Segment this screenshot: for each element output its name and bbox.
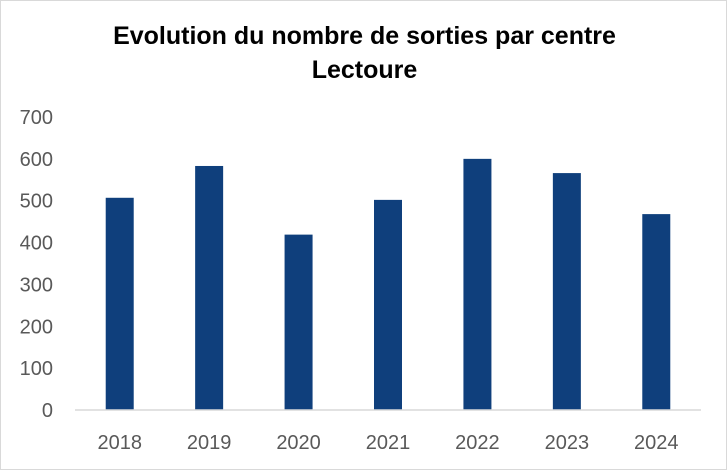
- y-tick-label: 400: [20, 233, 53, 255]
- x-tick-label: 2022: [455, 432, 500, 454]
- x-tick-label: 2018: [97, 432, 142, 454]
- y-tick-label: 700: [20, 107, 53, 129]
- y-tick-label: 500: [20, 191, 53, 213]
- y-tick-label: 0: [42, 400, 53, 422]
- y-tick-label: 100: [20, 358, 53, 380]
- bar-2022: [463, 158, 492, 410]
- chart-subtitle: Lectoure: [311, 56, 418, 84]
- bar-2023: [552, 173, 581, 410]
- y-tick-label: 300: [20, 274, 53, 296]
- x-tick-label: 2019: [187, 432, 232, 454]
- y-tick-label: 200: [20, 316, 53, 338]
- bar-2021: [374, 199, 402, 410]
- x-tick-label: 2021: [366, 432, 411, 454]
- x-tick-label: 2023: [545, 432, 590, 454]
- bar-2019: [195, 165, 224, 410]
- x-tick-label: 2020: [276, 432, 321, 454]
- x-tick-label: 2024: [634, 432, 679, 454]
- chart-title: Evolution du nombre de sorties par centr…: [113, 22, 616, 50]
- y-tick-label: 600: [20, 149, 53, 171]
- bar-2024: [642, 214, 671, 410]
- x-axis-ticks: 2018 2019 2020 2021 2022 2023 2024: [97, 432, 678, 454]
- chart-title-block: Evolution du nombre de sorties par centr…: [1, 19, 727, 87]
- y-axis-ticks: 0 100 200 300 400 500 600 700: [20, 107, 53, 422]
- bar-2020: [284, 234, 313, 410]
- bars-group: [105, 158, 671, 410]
- bar-2018: [105, 197, 134, 410]
